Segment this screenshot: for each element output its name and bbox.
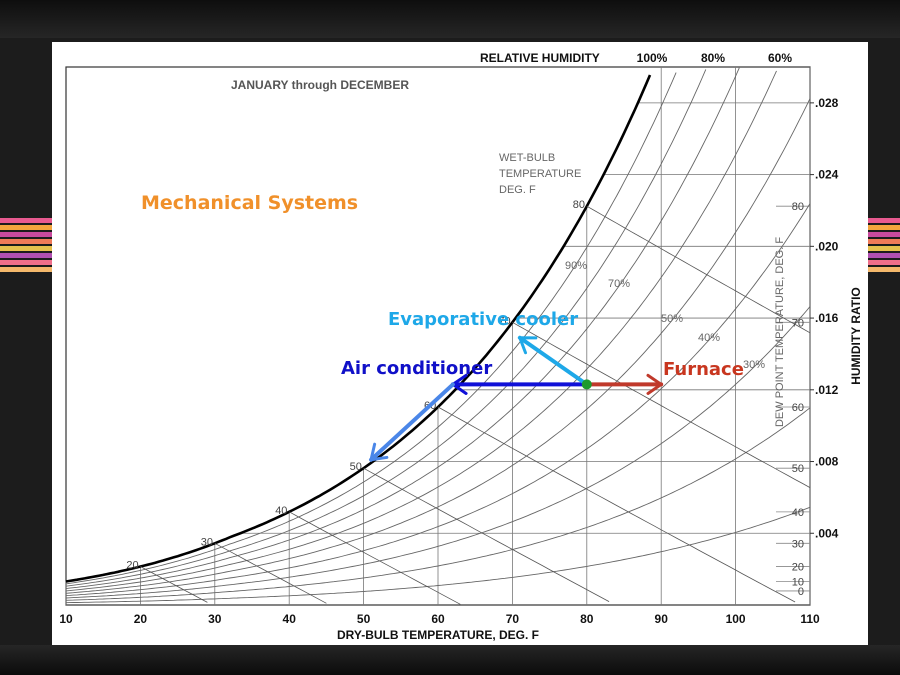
y-tick-label: .008 xyxy=(815,455,839,469)
x-tick-label: 50 xyxy=(357,612,371,626)
evaporative-cooler-arrow xyxy=(517,335,589,387)
psychrometric-chart: 20304050607080102030405060708090100110.0… xyxy=(59,51,863,642)
furnace-arrow-head xyxy=(646,373,663,395)
stripe xyxy=(0,239,52,244)
stripe xyxy=(0,218,52,223)
y-axis-title: HUMIDITY RATIO xyxy=(849,287,863,385)
wet-bulb-title-line: TEMPERATURE xyxy=(499,168,581,180)
wet-bulb-line xyxy=(437,406,796,603)
x-tick-label: 40 xyxy=(283,612,297,626)
dew-point-tick-label: 50 xyxy=(792,463,804,475)
evaporative-cooler-arrow-head xyxy=(518,336,538,355)
evaporative-cooler-label: Evaporative cooler xyxy=(388,309,579,330)
dew-point-tick-label: 30 xyxy=(792,538,804,550)
mechanical-systems-heading: Mechanical Systems xyxy=(141,192,359,214)
dehumidify-arrow xyxy=(369,382,455,462)
stripe xyxy=(868,218,900,223)
rh-inner-label: 90% xyxy=(565,260,587,272)
wet-bulb-value-label: 70 xyxy=(498,315,510,327)
chart-title: JANUARY through DECEMBER xyxy=(231,78,409,92)
x-tick-label: 70 xyxy=(506,612,520,626)
bottom-frame-band xyxy=(0,645,900,675)
stripe xyxy=(868,267,900,272)
air-conditioner-label: Air conditioner xyxy=(341,358,493,379)
relative-humidity-curve xyxy=(65,506,811,604)
x-tick-label: 20 xyxy=(134,612,148,626)
relative-humidity-curve xyxy=(65,72,677,585)
wet-bulb-value-label: 40 xyxy=(275,505,287,517)
x-tick-label: 90 xyxy=(655,612,669,626)
saturation-curve xyxy=(65,74,652,583)
stripe xyxy=(868,239,900,244)
wet-bulb-value-label: 30 xyxy=(201,536,213,548)
dew-point-tick-label: 70 xyxy=(792,317,804,329)
dehumidify-arrow-head xyxy=(369,442,389,462)
dew-point-tick-label: 40 xyxy=(792,507,804,519)
rh-inner-label: 50% xyxy=(661,313,683,325)
x-tick-label: 60 xyxy=(431,612,445,626)
x-axis-title: DRY-BULB TEMPERATURE, DEG. F xyxy=(337,628,539,642)
rh-inner-label: 70% xyxy=(608,278,630,290)
relative-humidity-curve xyxy=(65,203,811,597)
rh-inner-label: 40% xyxy=(698,332,720,344)
stripe xyxy=(0,253,52,258)
y-tick-label: .020 xyxy=(815,239,839,253)
stripe xyxy=(0,267,52,272)
rh-top-label: 80% xyxy=(701,51,725,65)
rh-top-label: 100% xyxy=(637,51,668,65)
wet-bulb-line xyxy=(512,321,811,488)
rh-inner-label: 30% xyxy=(743,359,765,371)
right-decorative-stripes xyxy=(868,218,900,280)
x-tick-label: 30 xyxy=(208,612,222,626)
slide: 20304050607080102030405060708090100110.0… xyxy=(52,42,868,645)
y-tick-label: .024 xyxy=(815,168,839,182)
wet-bulb-line xyxy=(214,542,327,604)
y-tick-label: .012 xyxy=(815,383,839,397)
wet-bulb-value-label: 80 xyxy=(573,199,585,211)
x-tick-label: 10 xyxy=(59,612,73,626)
relative-humidity-curve xyxy=(65,67,740,590)
wet-bulb-line xyxy=(140,566,208,603)
x-tick-label: 80 xyxy=(580,612,594,626)
x-tick-label: 110 xyxy=(800,612,820,626)
wet-bulb-line xyxy=(363,467,610,602)
y-tick-label: .028 xyxy=(815,96,839,110)
relative-humidity-curve xyxy=(65,306,811,599)
stripe xyxy=(0,260,52,265)
dew-point-tick-label: 20 xyxy=(792,562,804,574)
dew-point-tick-label: 60 xyxy=(792,402,804,414)
rh-top-label: 60% xyxy=(768,51,792,65)
dew-point-axis-title: DEW POINT TEMPERATURE, DEG. F xyxy=(774,237,786,427)
stripe xyxy=(868,253,900,258)
stripe xyxy=(0,232,52,237)
stripe xyxy=(868,225,900,230)
dew-point-tick-label: 10 xyxy=(792,577,804,589)
wet-bulb-value-label: 20 xyxy=(126,560,138,572)
stripe xyxy=(868,232,900,237)
dew-point-tick-label: 0 xyxy=(798,586,804,598)
wet-bulb-line xyxy=(586,205,811,334)
x-tick-label: 100 xyxy=(726,612,746,626)
relative-humidity-curve xyxy=(65,98,811,594)
wet-bulb-line xyxy=(289,511,461,605)
stripe xyxy=(868,260,900,265)
state-point-marker xyxy=(581,379,592,390)
wet-bulb-title-line: WET-BULB xyxy=(499,152,555,164)
relative-humidity-curve xyxy=(65,407,811,601)
dew-point-tick-label: 80 xyxy=(792,201,804,213)
y-tick-label: .004 xyxy=(815,526,839,540)
wet-bulb-value-label: 50 xyxy=(350,461,362,473)
stripe xyxy=(0,246,52,251)
relative-humidity-curve xyxy=(65,70,777,592)
furnace-label: Furnace xyxy=(663,359,744,380)
stripe xyxy=(0,225,52,230)
relative-humidity-curve xyxy=(65,69,707,587)
left-decorative-stripes xyxy=(0,218,52,280)
wet-bulb-title-line: DEG. F xyxy=(499,184,536,196)
top-frame-band xyxy=(0,0,900,38)
y-tick-label: .016 xyxy=(815,311,839,325)
stripe xyxy=(868,246,900,251)
relative-humidity-header: RELATIVE HUMIDITY xyxy=(480,51,600,65)
